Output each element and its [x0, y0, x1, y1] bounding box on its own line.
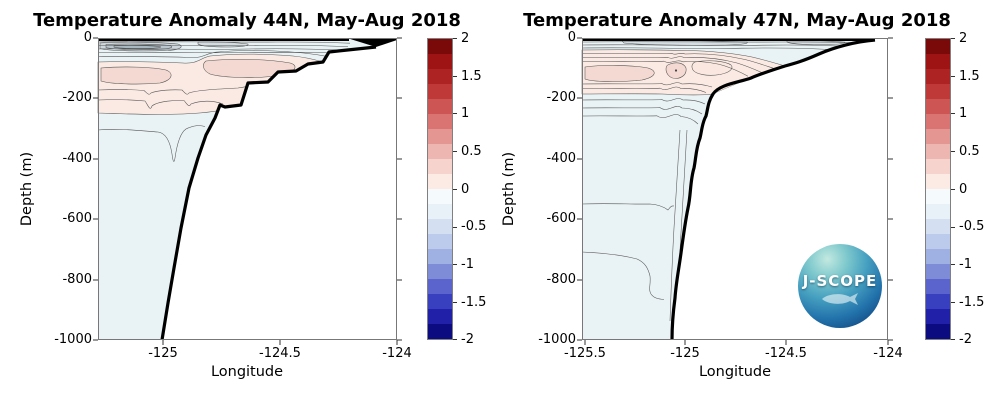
colorbar-tick [951, 113, 955, 114]
bathymetry-line [670, 38, 876, 341]
right-x-tick: -124 [873, 346, 903, 361]
colorbar-tick [453, 339, 457, 340]
colorbar-label: 1 [959, 106, 968, 121]
colorbar-tick [453, 76, 457, 77]
contour-lines [581, 41, 867, 323]
right-y-tick: -400 [546, 151, 576, 166]
colorbar-tick [453, 227, 457, 228]
warm-core-eye-center [674, 69, 678, 72]
colorbar-label: -1 [959, 257, 972, 272]
right-y-tick: -200 [546, 90, 576, 105]
colorbar-tick [951, 227, 955, 228]
right-y-tick: -800 [546, 272, 576, 287]
right-x-tick: -124.5 [765, 346, 807, 361]
colorbar-tick [951, 339, 955, 340]
right-y-tick: -1000 [538, 332, 576, 347]
fish-icon [822, 293, 858, 305]
right-colorbar [925, 38, 951, 340]
left-plot-title: Temperature Anomaly 44N, May-Aug 2018 [33, 10, 461, 31]
colorbar-tick [453, 302, 457, 303]
colorbar-label: -2 [461, 332, 474, 347]
colorbar-tick [453, 189, 457, 190]
land-mask [162, 47, 397, 340]
left-y-tick: 0 [83, 30, 92, 45]
colorbar-label: 0 [461, 182, 470, 197]
left-y-tick: -1000 [54, 332, 92, 347]
colorbar-label: -1 [461, 257, 474, 272]
colorbar-tick [453, 151, 457, 152]
colorbar-tick [453, 264, 457, 265]
left-x-tick: -125 [148, 346, 178, 361]
negative-anomaly-region [582, 38, 876, 340]
left-x-axis-label: Longitude [210, 364, 284, 380]
plot-frame [582, 38, 888, 340]
left-y-tick: -400 [62, 151, 92, 166]
warm-core-blob [584, 65, 655, 82]
bathymetry-line [160, 45, 377, 341]
colorbar-tick [951, 38, 955, 39]
left-y-tick: -600 [62, 211, 92, 226]
colorbar-label: -0.5 [461, 219, 487, 234]
colorbar-label: -1.5 [959, 295, 985, 310]
axis-ticks [577, 37, 893, 345]
colorbar-tick [951, 264, 955, 265]
colorbar-label: 1.5 [461, 69, 482, 84]
right-x-tick: -125.5 [564, 346, 606, 361]
surface-cool-patch [113, 45, 161, 49]
colorbar-tick [951, 189, 955, 190]
colorbar-tick [951, 76, 955, 77]
colorbar-label: 0.5 [959, 144, 980, 159]
left-y-tick: -800 [62, 272, 92, 287]
coast-wedge [347, 38, 397, 47]
colorbar-label: 1.5 [959, 69, 980, 84]
colorbar-tick [453, 38, 457, 39]
left-y-tick: -200 [62, 90, 92, 105]
right-x-tick: -125 [670, 346, 700, 361]
jscope-logo: J-SCOPE [798, 244, 882, 328]
left-colorbar [427, 38, 453, 340]
right-x-axis-label: Longitude [698, 364, 772, 380]
colorbar-label: 1 [461, 106, 470, 121]
left-x-tick: -124.5 [259, 346, 301, 361]
colorbar-label: -2 [959, 332, 972, 347]
right-y-tick: 0 [567, 30, 576, 45]
warm-core-blob [100, 66, 172, 85]
colorbar-tick [951, 302, 955, 303]
colorbar-label: 0 [959, 182, 968, 197]
left-y-axis-label: Depth (m) [19, 151, 35, 227]
warm-core-oval [691, 60, 733, 76]
contour-plot-44n [93, 37, 402, 345]
colorbar-tick [951, 151, 955, 152]
left-x-tick: -124 [382, 346, 412, 361]
colorbar-tick [453, 113, 457, 114]
colorbar-label: 2 [461, 31, 470, 46]
axis-ticks [93, 37, 402, 345]
colorbar-label: -0.5 [959, 219, 985, 234]
right-y-tick: -600 [546, 211, 576, 226]
colorbar-label: 2 [959, 31, 968, 46]
right-plot-title: Temperature Anomaly 47N, May-Aug 2018 [523, 10, 951, 31]
colorbar-label: 0.5 [461, 144, 482, 159]
right-y-axis-label: Depth (m) [501, 151, 517, 227]
jscope-logo-text: J-SCOPE [802, 272, 878, 290]
colorbar-label: -1.5 [461, 295, 487, 310]
plot-frame [98, 38, 397, 340]
